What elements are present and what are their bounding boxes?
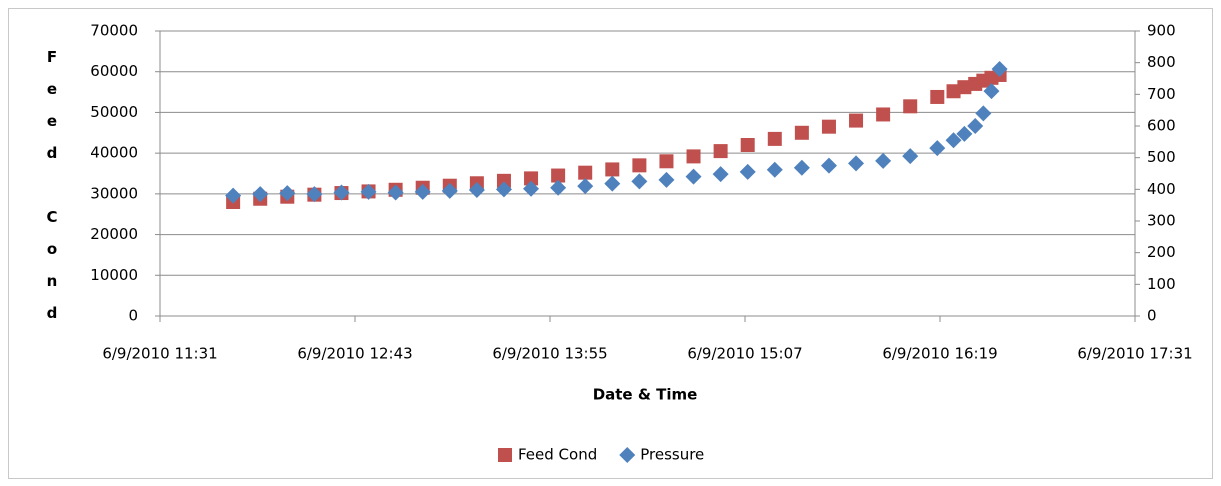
point (739, 163, 756, 180)
y-tick-label: 30000 (90, 184, 138, 202)
legend-label: Pressure (640, 446, 704, 464)
point (658, 171, 675, 188)
x-tick-label: 6/9/2010 16:19 (882, 345, 997, 363)
point (794, 125, 809, 140)
point (956, 125, 973, 142)
point (875, 152, 892, 169)
point (550, 179, 567, 196)
legend-marker (498, 448, 512, 462)
y2-tick-label: 700 (1147, 85, 1176, 103)
point (983, 83, 1000, 100)
x-tick-label: 6/9/2010 11:31 (102, 345, 217, 363)
point (740, 138, 755, 152)
point (848, 155, 865, 172)
point (414, 183, 431, 200)
point (967, 118, 984, 134)
y2-tick-label: 100 (1147, 275, 1176, 293)
point (902, 148, 919, 165)
point (279, 185, 296, 202)
y2-tick-label: 400 (1147, 180, 1176, 198)
point (306, 186, 323, 203)
y-tick-label: 70000 (90, 22, 138, 40)
point (945, 132, 962, 149)
point (876, 107, 891, 122)
point (793, 159, 810, 176)
y2-tick-label: 0 (1147, 307, 1157, 325)
point (930, 89, 945, 104)
point (849, 113, 864, 128)
y-tick-label: 0 (128, 307, 138, 325)
point (991, 61, 1008, 77)
point (495, 181, 512, 198)
y2-tick-label: 500 (1147, 148, 1176, 166)
point (551, 168, 566, 183)
point (578, 165, 593, 180)
point (577, 178, 594, 195)
y2-tick-label: 300 (1147, 212, 1176, 230)
point (957, 80, 972, 95)
y-tick-label: 20000 (90, 225, 138, 243)
y-tick-label: 40000 (90, 144, 138, 162)
point (686, 149, 701, 164)
point (632, 158, 647, 173)
x-axis-title: Date & Time (593, 386, 698, 404)
point (713, 144, 728, 159)
point (821, 119, 836, 134)
x-tick-label: 6/9/2010 13:55 (492, 345, 607, 363)
point (659, 154, 674, 169)
chart-frame (8, 8, 1213, 479)
point (524, 171, 539, 186)
y2-tick-label: 600 (1147, 117, 1176, 135)
point (225, 187, 242, 204)
point (468, 181, 485, 198)
point (820, 157, 837, 174)
point (946, 84, 961, 99)
y2-tick-label: 200 (1147, 243, 1176, 261)
x-tick-label: 6/9/2010 17:31 (1077, 345, 1192, 363)
point (360, 183, 377, 200)
point (767, 131, 782, 146)
legend-marker (619, 447, 636, 463)
point (496, 173, 511, 188)
point (252, 186, 269, 203)
point (523, 180, 540, 197)
y-tick-label: 10000 (90, 266, 138, 284)
point (333, 184, 350, 201)
x-tick-label: 6/9/2010 12:43 (297, 345, 412, 363)
point (605, 162, 620, 177)
point (903, 99, 918, 114)
y-tick-label: 50000 (90, 103, 138, 121)
point (929, 140, 946, 157)
point (975, 105, 992, 122)
point (604, 175, 621, 192)
y2-tick-label: 900 (1147, 22, 1176, 40)
point (685, 168, 702, 185)
point (387, 184, 404, 201)
point (441, 182, 458, 199)
point (712, 166, 729, 183)
x-tick-label: 6/9/2010 15:07 (687, 345, 802, 363)
y-tick-label: 60000 (90, 62, 138, 80)
legend-label: Feed Cond (518, 446, 597, 464)
point (766, 161, 783, 178)
y2-tick-label: 800 (1147, 53, 1176, 71)
point (631, 173, 648, 190)
